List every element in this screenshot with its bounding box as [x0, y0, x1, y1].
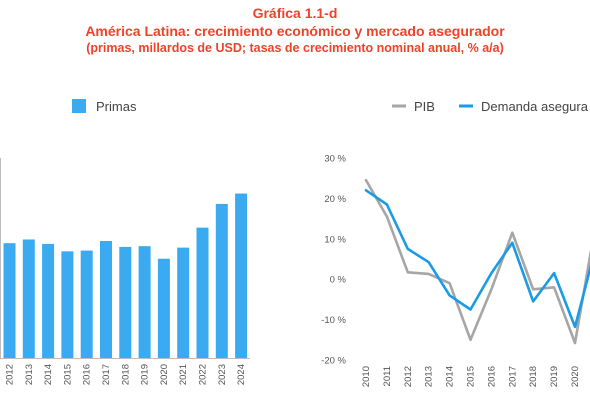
- legend-swatch-primas: [72, 99, 86, 113]
- line-series-pib: [364, 178, 590, 345]
- bar-x-tick-label: 2023: [217, 364, 228, 385]
- bar-primas-2023: [215, 203, 228, 358]
- line-series-demanda: [364, 189, 590, 329]
- bar-primas-2016: [80, 250, 93, 358]
- bar-x-tick-label: 2016: [82, 364, 93, 385]
- primas-legend: Primas: [72, 99, 137, 114]
- legend-label-pib: PIB: [414, 99, 435, 114]
- line-x-tick-label: 2011: [382, 366, 393, 386]
- line-x-tick-label: 2012: [403, 366, 414, 387]
- line-y-tick-label: 30 %: [324, 154, 346, 165]
- line-y-tick-label: -10 %: [321, 315, 346, 326]
- bar-primas-2022: [196, 227, 209, 358]
- bar-x-tick-label: 2014: [43, 364, 54, 385]
- bar-x-tick-label: 2024: [236, 364, 247, 385]
- line-x-tick-label: 2013: [424, 366, 435, 387]
- line-y-tick-label: 10 %: [324, 234, 346, 245]
- bar-primas-2021: [177, 247, 190, 358]
- bar-primas-2017: [100, 240, 112, 358]
- chart-title: América Latina: crecimiento económico y …: [85, 23, 505, 39]
- chart-subtitle: (primas, millardos de USD; tasas de crec…: [86, 41, 504, 55]
- bar-primas-2024: [235, 193, 248, 358]
- line-x-tick-label: 2014: [445, 366, 456, 387]
- bar-primas-2012: [3, 243, 16, 358]
- bar-x-tick-label: 2019: [140, 364, 151, 385]
- bar-x-tick-label: 2018: [120, 364, 131, 385]
- line-x-tick-label: 2020: [570, 366, 581, 387]
- bar-primas-2013: [22, 239, 35, 358]
- bar-x-tick-label: 2021: [178, 364, 189, 385]
- line-y-tick-label: 20 %: [324, 194, 346, 205]
- line-x-tick-label: 2015: [466, 366, 477, 387]
- line-x-tick-label: 2018: [528, 366, 539, 387]
- line-x-tick-label: 2010: [361, 366, 372, 387]
- figure-number: Gráfica 1.1-d: [252, 5, 338, 21]
- bar-primas-2014: [42, 243, 55, 358]
- line-x-tick-label: 2016: [486, 366, 497, 387]
- growth-line-chart: PIB Demanda asegura 30 % 20 % 10 % 0 % -10 %…: [321, 99, 590, 387]
- bar-x-tick-label: 2017: [101, 364, 112, 385]
- bar-x-tick-label: 2022: [198, 364, 209, 385]
- bar-primas-2020: [157, 258, 170, 358]
- bar-primas-2019: [138, 246, 151, 358]
- bar-x-tick-label: 2015: [62, 364, 73, 385]
- line-x-tick-label: 2017: [507, 366, 518, 387]
- primas-bar-chart: Primas 2012 2013 2014 2015 2016 2017 2018 2019 2…: [0, 99, 250, 385]
- line-y-tick-label: 0 %: [330, 275, 347, 286]
- bar-primas-2015: [61, 251, 74, 358]
- legend-label-primas: Primas: [96, 99, 137, 114]
- line-x-tick-label: 2019: [549, 366, 560, 387]
- bar-x-tick-label: 2020: [159, 364, 170, 385]
- line-y-tick-label: -20 %: [321, 356, 346, 367]
- legend-label-demanda: Demanda asegura: [481, 99, 589, 114]
- bar-x-tick-label: 2012: [5, 364, 16, 385]
- bar-x-tick-label: 2013: [24, 364, 35, 385]
- bar-primas-2018: [119, 246, 132, 358]
- growth-legend: PIB Demanda asegura: [392, 99, 589, 114]
